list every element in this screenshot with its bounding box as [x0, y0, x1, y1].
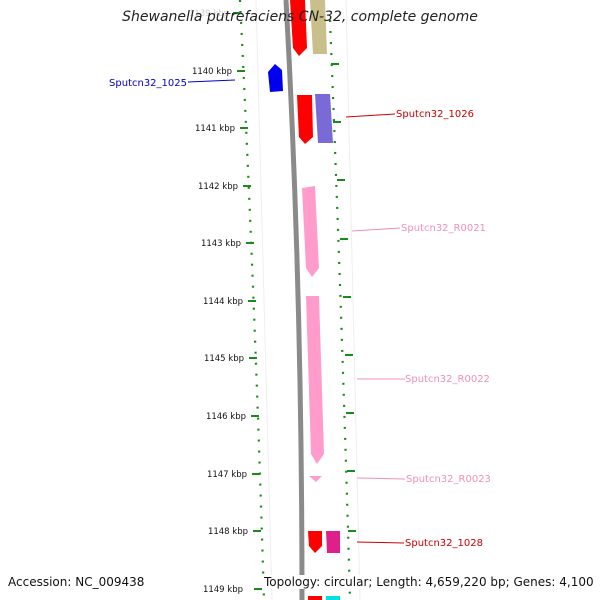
right-ring-ticks — [331, 63, 356, 532]
tick-label: 1144 kbp — [203, 297, 243, 307]
tick-label: 1143 kbp — [201, 239, 241, 249]
kbp-tick-marks — [233, 12, 262, 590]
leader-line-r0023 — [356, 477, 406, 480]
rna-sputcn32-r0021 — [302, 186, 319, 277]
genome-summary: Topology: circular; Length: 4,659,220 bp… — [262, 575, 596, 589]
kbp-tick-labels: 1139 kbp 1140 kbp 1141 kbp 1142 kbp 1143… — [189, 9, 248, 595]
tick-label: 1146 kbp — [206, 412, 246, 422]
outer-track-ring-right — [328, 19, 352, 600]
tick-label: 1140 kbp — [192, 67, 232, 77]
leader-line-1026 — [345, 113, 396, 118]
tick-label: 1142 kbp — [198, 182, 238, 192]
gene-label-sputcn32-r0022: Sputcn32_R0022 — [405, 374, 490, 385]
tick-label: 1145 kbp — [204, 354, 244, 364]
gene-label-sputcn32-r0023: Sputcn32_R0023 — [406, 474, 491, 485]
track-border-right — [345, 0, 361, 600]
tick-label: 1139 kbp — [189, 9, 229, 19]
gene-arrow-sputcn32-1028 — [308, 531, 322, 553]
label-leader-lines — [187, 79, 406, 544]
leader-line-1028 — [356, 541, 405, 544]
gene-label-sputcn32-1025: Sputcn32_1025 — [109, 78, 187, 89]
gene-block-tan-top — [310, 0, 327, 54]
gene-labels: Sputcn32_1025 Sputcn32_1026 Sputcn32_R00… — [109, 78, 491, 549]
tick-label: 1141 kbp — [195, 124, 235, 134]
gene-arrow-sputcn32-1025 — [268, 64, 283, 92]
leader-line-1025 — [187, 79, 236, 83]
gene-label-sputcn32-1026: Sputcn32_1026 — [396, 109, 474, 120]
gene-block-purple — [315, 94, 333, 143]
map-title: Shewanella putrefaciens CN-32, complete … — [122, 9, 478, 25]
accession-label: Accession: NC_009438 — [8, 575, 145, 589]
gene-block-cyan-bottom — [326, 596, 340, 600]
rna-sputcn32-r0022 — [306, 296, 324, 464]
gene-block-magenta — [326, 531, 340, 553]
rna-sputcn32-r0023 — [309, 476, 322, 482]
gene-block-red-bottom — [308, 596, 322, 600]
gene-arrow-sputcn32-1026 — [297, 95, 313, 144]
gene-features — [268, 0, 340, 600]
genome-backbone — [283, 0, 305, 600]
tick-label: 1147 kbp — [207, 470, 247, 480]
gene-label-sputcn32-1028: Sputcn32_1028 — [405, 538, 483, 549]
tick-label: 1148 kbp — [208, 527, 248, 537]
leader-line-r0021 — [351, 227, 401, 232]
gene-arrow-red-top — [290, 0, 307, 56]
track-border-left — [255, 0, 273, 600]
gene-label-sputcn32-r0021: Sputcn32_R0021 — [401, 223, 486, 234]
tick-label: 1149 kbp — [203, 585, 243, 595]
